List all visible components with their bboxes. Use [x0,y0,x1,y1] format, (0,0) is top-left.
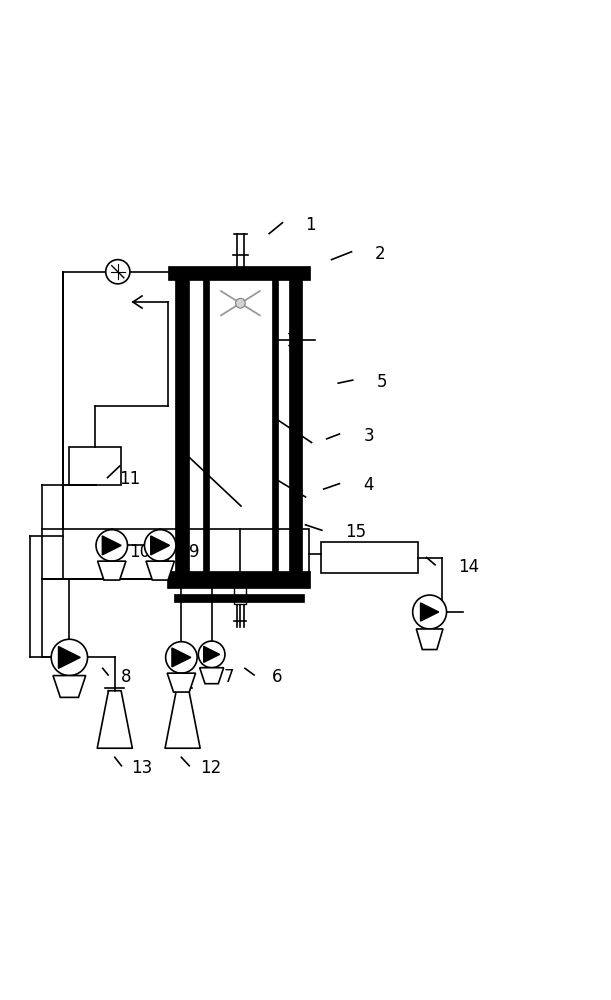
Text: 7: 7 [224,668,234,686]
Bar [42,529,309,579]
Text: 13: 13 [131,759,152,777]
Circle shape [106,260,130,284]
Text: 8: 8 [121,668,131,686]
Text: 1: 1 [306,216,316,234]
Polygon shape [98,561,126,580]
Bar [168,266,310,280]
Circle shape [144,530,176,561]
Circle shape [96,530,128,561]
Polygon shape [53,676,86,697]
Circle shape [199,641,225,668]
Circle shape [236,298,245,308]
Bar [273,273,278,582]
Text: 2: 2 [375,245,386,263]
Polygon shape [167,673,196,692]
Text: 6: 6 [273,668,283,686]
Bar [289,273,302,582]
Circle shape [412,595,447,629]
Text: 9: 9 [189,543,200,561]
Polygon shape [420,603,439,621]
Polygon shape [203,646,219,662]
Bar [174,594,304,602]
Text: 5: 5 [377,373,387,391]
Text: 10: 10 [129,543,150,561]
Bar [235,586,246,604]
Text: 3: 3 [364,427,375,445]
Polygon shape [59,647,80,668]
Bar [203,273,208,582]
Circle shape [51,639,87,676]
Text: 14: 14 [458,558,479,576]
Polygon shape [172,648,191,667]
Text: 11: 11 [119,470,141,488]
Text: 15: 15 [345,523,366,541]
Polygon shape [146,561,174,580]
Bar [168,571,310,588]
Polygon shape [416,629,443,650]
Bar [175,273,189,582]
Text: 4: 4 [364,476,374,494]
Polygon shape [102,536,121,555]
Polygon shape [151,536,170,555]
Text: 12: 12 [200,759,221,777]
Bar [321,542,417,573]
Bar [70,447,121,485]
Circle shape [166,642,197,673]
Polygon shape [200,668,224,684]
